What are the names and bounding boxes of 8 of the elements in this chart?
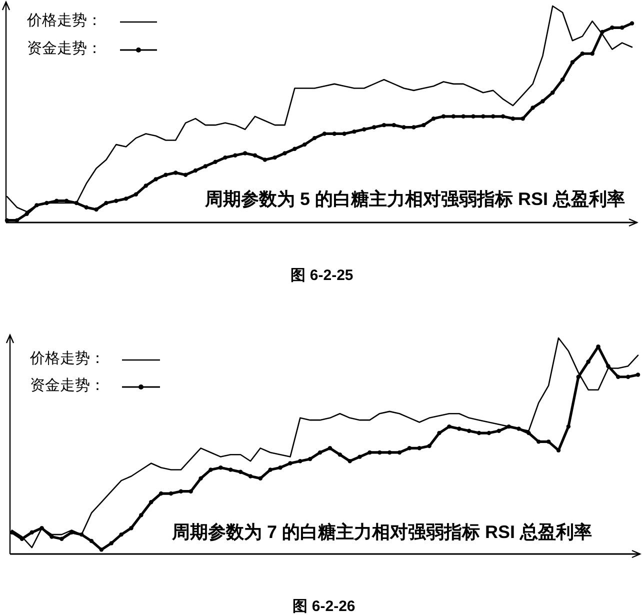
text: 周期参数为 7 的白糖主力相对强弱指标 RSI 总盈利率 [170, 522, 592, 542]
text: 周期参数为 5 的白糖主力相对强弱指标 RSI 总盈利率 [204, 189, 625, 209]
legend-label: 资金走势： [27, 40, 102, 57]
legend-label: 资金走势： [30, 377, 105, 394]
caption: 图 6-2-25 [290, 267, 354, 284]
legend-label: 价格走势： [26, 12, 102, 29]
legend-label: 价格走势： [29, 350, 105, 367]
caption: 图 6-2-26 [292, 598, 356, 615]
